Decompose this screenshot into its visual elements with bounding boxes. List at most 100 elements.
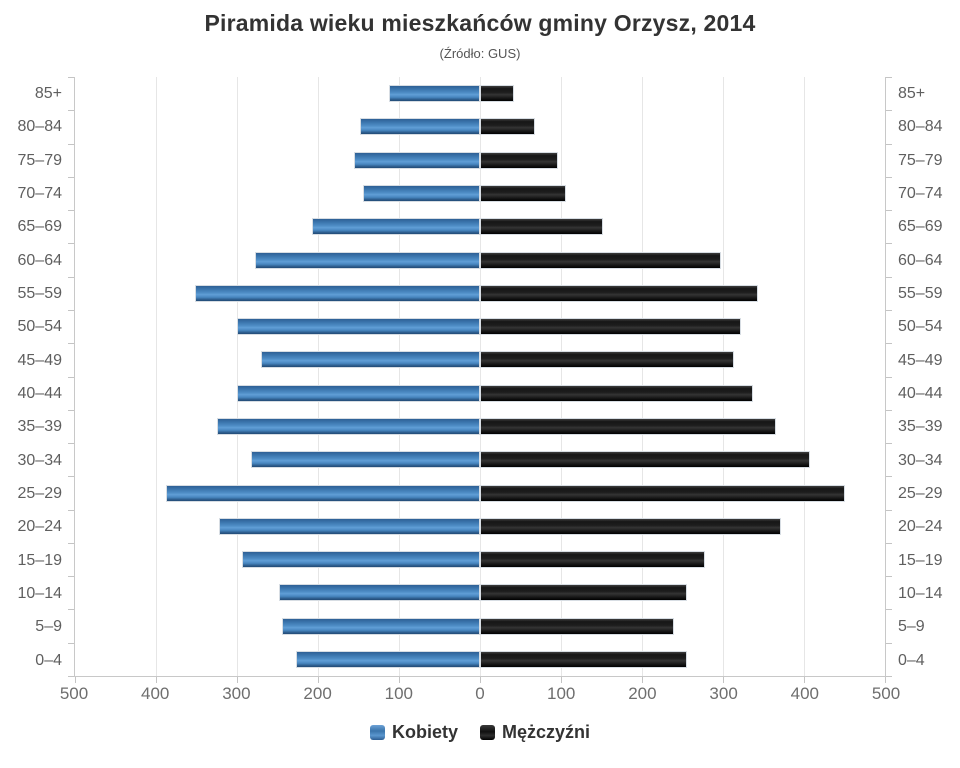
men-bar (480, 351, 734, 369)
y-axis-tick (886, 509, 892, 511)
y-axis-label: 50–54 (17, 318, 63, 336)
y-axis-label: 30–34 (17, 451, 63, 469)
x-axis-tick (318, 677, 319, 683)
age-row-85+ (75, 77, 885, 110)
y-axis-label: 25–29 (17, 484, 63, 502)
x-axis-label: 300 (222, 684, 251, 703)
y-axis-label: 85+ (898, 85, 926, 103)
x-axis-label: 200 (303, 684, 332, 703)
age-row-15-19 (75, 543, 885, 576)
x-axis-tick (156, 677, 157, 683)
y-axis-tick (886, 309, 892, 311)
y-axis-tick (886, 676, 892, 677)
legend-label-men: Mężczyźni (501, 722, 591, 742)
y-axis-tick (68, 110, 74, 112)
y-axis-labels-right: 85+ 80–84 75–79 70–74 65–69 60–64 55–59 50–54 45… (898, 77, 960, 677)
y-axis-label: 35–39 (898, 418, 943, 436)
y-axis-tick (68, 309, 74, 311)
women-series-swatch-icon (369, 725, 385, 740)
x-axis-label: 200 (628, 684, 657, 703)
y-axis-tick (886, 110, 892, 112)
men-series-swatch-icon (479, 725, 495, 740)
men-bar (480, 118, 536, 136)
men-bar (480, 218, 604, 236)
y-axis-label: 0–4 (898, 651, 925, 669)
y-axis-label: 65–69 (898, 218, 943, 236)
y-axis-tick (886, 376, 892, 378)
x-axis-label: 100 (384, 684, 413, 703)
men-bar (480, 484, 846, 502)
x-axis-tick (237, 677, 238, 683)
men-bar (480, 584, 687, 602)
x-axis-tick (561, 677, 562, 683)
y-axis-label: 15–19 (898, 551, 943, 569)
age-row-55-59 (75, 277, 885, 310)
y-axis-tick (68, 542, 74, 544)
legend-item-women[interactable]: Kobiety (369, 722, 458, 743)
x-axis-tick (399, 677, 400, 683)
women-bar (296, 650, 480, 668)
men-bar (480, 417, 777, 435)
y-axis-label: 20–24 (898, 518, 943, 536)
women-bar (260, 351, 480, 369)
women-bar (281, 617, 480, 635)
legend-item-men[interactable]: Mężczyźni (479, 722, 591, 743)
men-bar (480, 251, 722, 269)
y-axis-label: 0–4 (35, 651, 62, 669)
men-bar (480, 284, 758, 302)
x-axis-label: 100 (547, 684, 576, 703)
y-axis-tick (886, 443, 892, 445)
men-bar (480, 451, 811, 469)
y-axis-label: 5–9 (35, 618, 62, 636)
women-bar (254, 251, 480, 269)
y-axis-label: 60–64 (17, 251, 63, 269)
women-bar (312, 218, 480, 236)
men-bar (480, 517, 782, 535)
x-axis-tick (804, 677, 805, 683)
y-axis-label: 10–14 (17, 584, 63, 602)
men-bar (480, 551, 706, 569)
y-axis-tick (886, 609, 892, 611)
men-bar (480, 384, 753, 402)
x-axis-label: 400 (141, 684, 170, 703)
men-bar (480, 151, 558, 169)
y-axis-label: 65–69 (17, 218, 63, 236)
y-axis-label: 40–44 (898, 384, 943, 402)
y-axis-label: 55–59 (898, 284, 943, 302)
y-axis-tick (68, 576, 74, 578)
y-axis-tick (68, 609, 74, 611)
y-axis-tick (68, 77, 74, 78)
men-bar (480, 617, 675, 635)
plot-area (68, 77, 892, 683)
y-axis-tick (68, 509, 74, 511)
y-axis-label: 60–64 (898, 251, 943, 269)
y-axis-label: 70–74 (17, 185, 63, 202)
y-axis-tick (886, 143, 892, 145)
y-axis-tick (886, 642, 892, 644)
age-row-35-39 (75, 410, 885, 443)
gridline (642, 77, 643, 676)
age-row-5-9 (75, 610, 885, 643)
x-axis-label: 500 (59, 684, 89, 703)
y-axis-label: 75–79 (17, 151, 63, 169)
y-axis-tick (886, 276, 892, 278)
men-bar (480, 184, 566, 202)
y-axis-tick (886, 176, 892, 178)
age-row-10-14 (75, 576, 885, 609)
y-axis-tick (68, 343, 74, 345)
y-axis-label: 5–9 (898, 618, 925, 636)
women-bar (360, 118, 480, 136)
x-axis-label: 300 (709, 684, 738, 703)
x-axis-tick (75, 677, 76, 683)
age-row-65-69 (75, 210, 885, 243)
y-axis-tick (68, 176, 74, 178)
gridline (723, 77, 724, 676)
y-axis-tick (68, 376, 74, 378)
women-bar (216, 417, 480, 435)
y-axis-tick (68, 642, 74, 644)
y-axis-tick (886, 343, 892, 345)
y-axis-label: 85+ (34, 85, 62, 103)
chart-title: Piramida wieku mieszkańców gminy Orzysz,… (204, 10, 756, 36)
age-row-75-79 (75, 144, 885, 177)
